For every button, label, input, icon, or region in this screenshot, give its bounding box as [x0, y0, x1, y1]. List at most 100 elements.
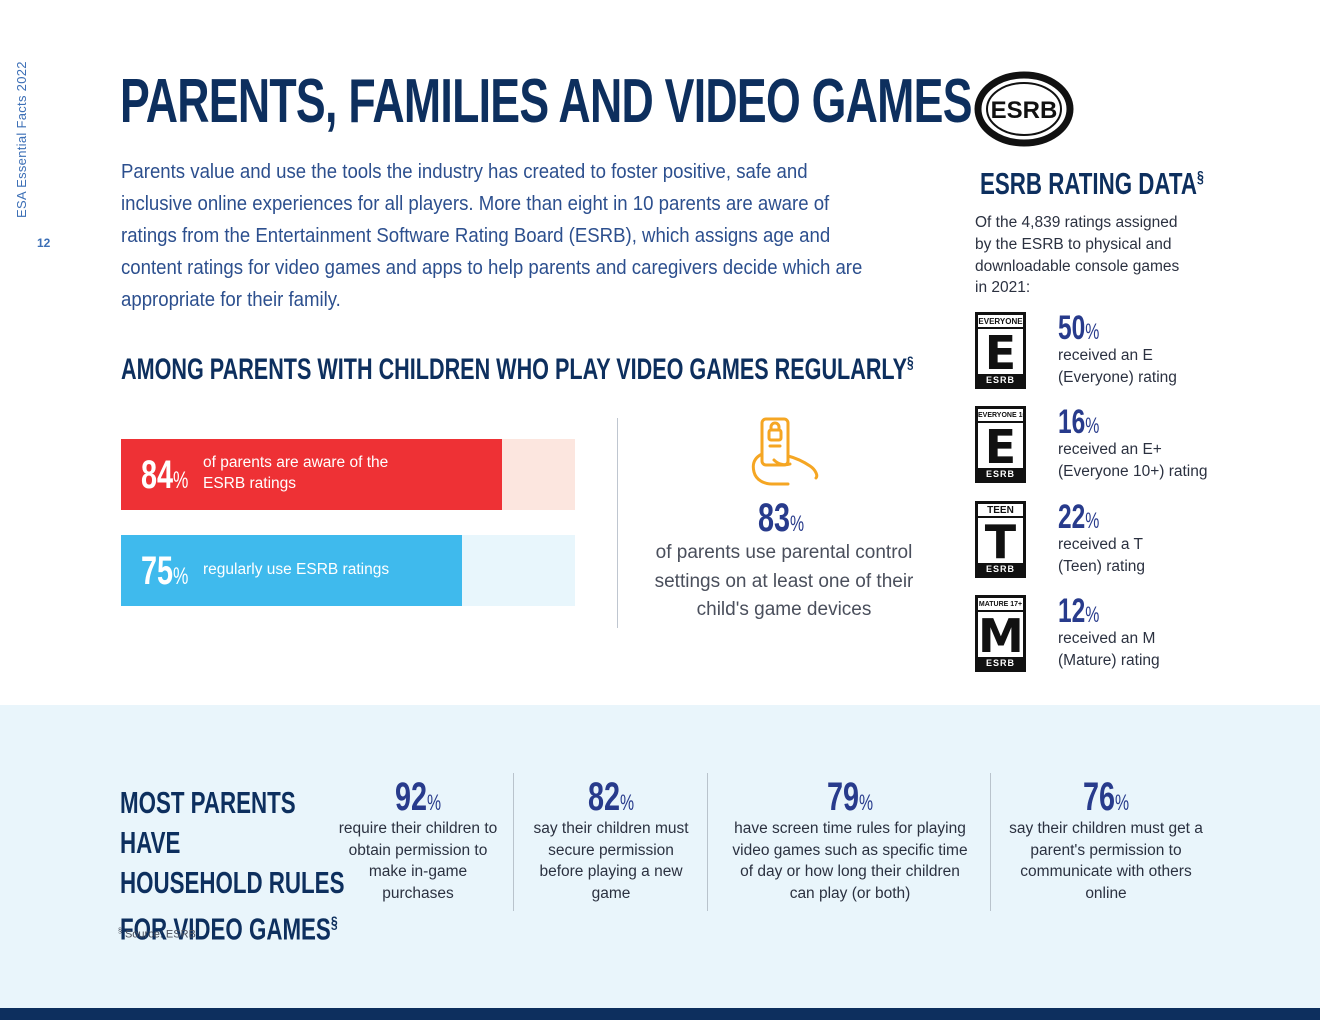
- rating-everyone: EVERYONE E ESRB 50% received an E (Everyo…: [975, 309, 1305, 394]
- rating-percent: 22%: [1058, 498, 1099, 537]
- percent-sign: %: [1085, 508, 1100, 533]
- percent-sign: %: [1114, 790, 1130, 815]
- badge-top-label: TEEN: [978, 504, 1023, 518]
- badge-bottom-label: ESRB: [978, 374, 1023, 386]
- esrb-intro: Of the 4,839 ratings assigned by the ESR…: [975, 214, 1180, 297]
- stat-percent: 76%: [1083, 775, 1129, 820]
- rating-line-1: received an M: [1058, 630, 1156, 647]
- badge-bottom-label: ESRB: [978, 563, 1023, 575]
- aware-bar-value: 84: [141, 453, 174, 497]
- badge-top-label: EVERYONE: [978, 315, 1023, 329]
- stat-screen-time: 79% have screen time rules for playing v…: [728, 775, 972, 905]
- use-bar-percent: 75%: [141, 549, 188, 594]
- percent-sign: %: [619, 790, 635, 815]
- rating-value: 16: [1058, 403, 1086, 441]
- mature-badge-icon: MATURE 17+ M ESRB: [975, 595, 1026, 672]
- heading-line-2: HOUSEHOLD RULES: [120, 865, 345, 900]
- badge-bottom-label: ESRB: [978, 657, 1023, 669]
- teen-badge-icon: TEEN T ESRB: [975, 501, 1026, 578]
- rating-text: received an E+ (Everyone 10+) rating: [1058, 439, 1278, 483]
- use-bar-label: regularly use ESRB ratings: [203, 561, 390, 578]
- badge-top-label: MATURE 17+: [978, 598, 1023, 612]
- parental-control-percent: 83%: [758, 496, 804, 541]
- esrb-heading: ESRB RATING DATA§: [980, 166, 1204, 202]
- percent-sign: %: [1085, 602, 1100, 627]
- stat-divider: [513, 773, 514, 911]
- badge-top-label: EVERYONE 10+: [978, 409, 1023, 423]
- percent-sign: %: [1085, 413, 1100, 438]
- badge-letter: M: [978, 609, 1024, 663]
- source-text: Source: ESRB: [124, 928, 196, 941]
- rating-value: 12: [1058, 592, 1086, 630]
- section-divider: [617, 418, 618, 628]
- side-label: ESA Essential Facts 2022: [14, 61, 29, 218]
- esrb-logo: ESRB: [974, 71, 1074, 147]
- stat-communicate: 76% say their children must get a parent…: [1008, 775, 1204, 905]
- rating-percent: 50%: [1058, 309, 1099, 348]
- page-number: 12: [37, 236, 51, 250]
- stat-value: 76: [1082, 775, 1115, 819]
- page-title: PARENTS, FAMILIES AND VIDEO GAMES: [120, 67, 972, 136]
- aware-bar-fill: [121, 439, 503, 510]
- rating-mature: MATURE 17+ M ESRB 12% received an M (Matu…: [975, 592, 1305, 677]
- rating-teen: TEEN T ESRB 22% received a T (Teen) ratin…: [975, 498, 1305, 583]
- rating-line-2: (Teen) rating: [1058, 558, 1146, 575]
- everyone-10-badge-icon: EVERYONE 10+ E ESRB: [975, 406, 1026, 483]
- percent-sign: %: [173, 563, 189, 590]
- stat-percent: 79%: [827, 775, 873, 820]
- aware-bar: 84% of parents are aware of the ESRB rat…: [121, 439, 575, 510]
- rating-percent: 12%: [1058, 592, 1099, 631]
- source-note: § Source: ESRB: [118, 928, 196, 941]
- rating-text: received an E (Everyone) rating: [1058, 345, 1278, 389]
- household-rules-band: [0, 705, 1320, 1008]
- stat-text: have screen time rules for playing video…: [732, 820, 968, 903]
- stat-divider: [707, 773, 708, 911]
- footnote-mark: §: [907, 354, 914, 372]
- intro-paragraph: Parents value and use the tools the indu…: [121, 161, 863, 311]
- footnote-mark: §: [118, 928, 122, 935]
- footnote-mark: §: [330, 913, 338, 932]
- footnote-mark: §: [1196, 167, 1204, 187]
- rating-line-2: (Everyone 10+) rating: [1058, 463, 1208, 480]
- percent-sign: %: [173, 467, 189, 494]
- stat-purchases: 92% require their children to obtain per…: [338, 775, 498, 905]
- rating-text: received a T (Teen) rating: [1058, 534, 1278, 578]
- use-bar-value: 75: [141, 549, 174, 593]
- stat-value: 92: [394, 775, 427, 819]
- among-parents-heading: AMONG PARENTS WITH CHILDREN WHO PLAY VID…: [121, 353, 914, 387]
- aware-bar-label: of parents are aware of the ESRB ratings: [203, 454, 389, 492]
- rating-line-2: (Everyone) rating: [1058, 369, 1177, 386]
- phone-hand-icon: [751, 417, 819, 486]
- use-bar-fill: [121, 535, 462, 606]
- stat-divider: [990, 773, 991, 911]
- parental-control-text: of parents use parental control settings…: [654, 542, 914, 620]
- parental-control-value: 83: [758, 496, 791, 540]
- badge-bottom-label: ESRB: [978, 468, 1023, 480]
- rating-text: received an M (Mature) rating: [1058, 628, 1278, 672]
- percent-sign: %: [1085, 319, 1100, 344]
- percent-sign: %: [426, 790, 442, 815]
- rating-value: 22: [1058, 498, 1086, 536]
- stat-text: require their children to obtain permiss…: [338, 820, 498, 903]
- esrb-logo-text: ESRB: [991, 97, 1058, 124]
- rating-line-1: received an E: [1058, 347, 1153, 364]
- stat-text: say their children must get a parent's p…: [1009, 820, 1203, 903]
- everyone-badge-icon: EVERYONE E ESRB: [975, 312, 1026, 389]
- stat-percent: 92%: [395, 775, 441, 820]
- stat-text: say their children must secure permissio…: [533, 820, 689, 903]
- esrb-heading-text: ESRB RATING DATA: [980, 166, 1197, 201]
- use-bar: 75% regularly use ESRB ratings: [121, 535, 575, 606]
- heading-line-1: MOST PARENTS HAVE: [120, 785, 296, 860]
- rating-everyone-10: EVERYONE 10+ E ESRB 16% received an E+ (E…: [975, 403, 1305, 488]
- badge-letter: T: [984, 515, 1017, 569]
- percent-sign: %: [858, 790, 874, 815]
- aware-bar-percent: 84%: [141, 453, 188, 498]
- rating-line-1: received a T: [1058, 536, 1144, 553]
- stat-value: 79: [826, 775, 859, 819]
- badge-letter: E: [984, 326, 1017, 380]
- stat-percent: 82%: [588, 775, 634, 820]
- stat-value: 82: [587, 775, 620, 819]
- rating-line-2: (Mature) rating: [1058, 652, 1160, 669]
- badge-letter: E: [984, 420, 1017, 474]
- footer-bar: [0, 1008, 1320, 1020]
